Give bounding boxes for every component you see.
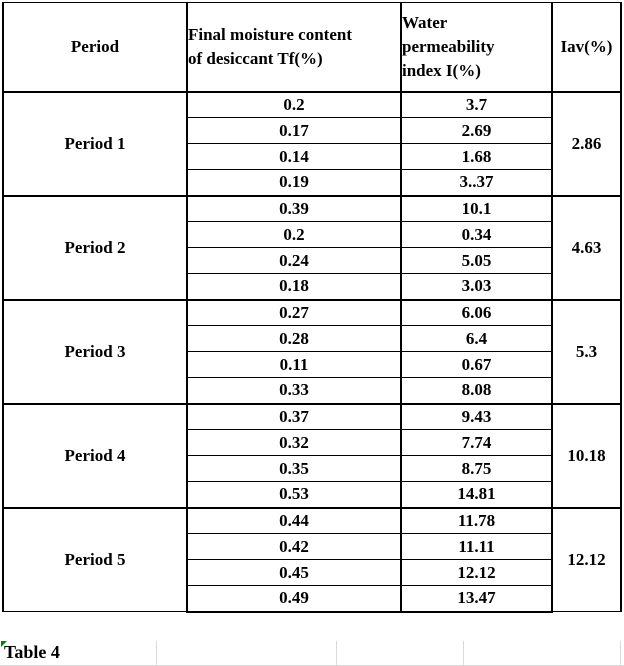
period-cell: Period 4	[2, 402, 188, 508]
tf-value-cell: 0.14	[186, 143, 402, 170]
i-value-cell: 2.69	[400, 117, 553, 144]
header-final-moisture: Final moisture content of desiccant Tf(%…	[186, 2, 402, 92]
iav-cell: 5.3	[551, 298, 622, 404]
header-water-permeability-line2: permeability	[402, 36, 495, 56]
caption-strip: Table 4	[0, 641, 624, 666]
header-final-moisture-line1: Final moisture content	[188, 24, 353, 44]
table-row: 0.28 6.4	[3, 325, 621, 352]
tf-value-cell: 0.37	[186, 402, 402, 430]
table-row: Period 2 0.39 10.1 4.63	[2, 194, 622, 300]
tf-value-cell: 0.17	[186, 117, 402, 144]
table-row: Period 5 0.44 11.78 12.12	[2, 506, 622, 612]
table-row: Period 1 0.2 3.7 2.86	[2, 90, 622, 196]
table-caption: Table 4	[4, 642, 60, 662]
tf-value-cell: 0.18	[186, 273, 402, 300]
i-value-cell: 8.08	[400, 377, 553, 404]
i-value-cell: 11.11	[400, 533, 553, 560]
tf-value-cell: 0.24	[186, 247, 402, 274]
tf-value-cell: 0.11	[186, 351, 402, 378]
i-value-cell: 0.34	[400, 221, 553, 248]
period-cell: Period 5	[2, 506, 188, 612]
tf-value-cell: 0.27	[186, 298, 402, 326]
tf-value-cell: 0.39	[186, 194, 402, 222]
faint-gridline	[156, 641, 157, 665]
table-row: 0.11 0.67	[3, 351, 621, 378]
period-cell: Period 1	[2, 90, 188, 196]
i-value-cell: 12.12	[400, 559, 553, 586]
iav-cell: 4.63	[551, 194, 622, 300]
tf-value-cell: 0.2	[186, 90, 402, 118]
table-row: 0.32 7.74	[3, 429, 621, 456]
table-row: 0.49 13.47	[3, 585, 621, 613]
table-row: 0.35 8.75	[3, 455, 621, 482]
table-row: 0.17 2.69	[3, 117, 621, 144]
iav-cell: 12.12	[551, 506, 622, 612]
table-row: 0.18 3.03	[3, 273, 621, 300]
header-final-moisture-line2: of desiccant Tf(%)	[188, 48, 323, 68]
i-value-cell: 7.74	[400, 429, 553, 456]
cell-corner-marker-icon	[1, 641, 7, 647]
faint-gridline	[463, 641, 464, 665]
i-value-cell: 0.67	[400, 351, 553, 378]
table-row: 0.53 14.81	[3, 481, 621, 508]
faint-gridline	[336, 641, 337, 665]
tf-value-cell: 0.45	[186, 559, 402, 586]
table-row: Period 3 0.27 6.06 5.3	[2, 298, 622, 404]
period-cell: Period 3	[2, 298, 188, 404]
tf-value-cell: 0.49	[186, 585, 402, 613]
table-row: 0.2 0.34	[3, 221, 621, 248]
i-value-cell: 6.06	[400, 298, 553, 326]
i-value-cell: 9.43	[400, 402, 553, 430]
iav-cell: 2.86	[551, 90, 622, 196]
table-row: 0.24 5.05	[3, 247, 621, 274]
tf-value-cell: 0.2	[186, 221, 402, 248]
i-value-cell: 6.4	[400, 325, 553, 352]
tf-value-cell: 0.35	[186, 455, 402, 482]
i-value-cell: 5.05	[400, 247, 553, 274]
header-iav: Iav(%)	[551, 2, 622, 92]
tf-value-cell: 0.28	[186, 325, 402, 352]
period-cell: Period 2	[2, 194, 188, 300]
header-row: Period Final moisture content of desicca…	[2, 2, 622, 92]
i-value-cell: 13.47	[400, 585, 553, 613]
tf-value-cell: 0.19	[186, 169, 402, 196]
tf-value-cell: 0.33	[186, 377, 402, 404]
header-water-permeability: Water permeability index I(%)	[400, 2, 553, 92]
i-value-cell: 3.03	[400, 273, 553, 300]
i-value-cell: 3..37	[400, 169, 553, 196]
tf-value-cell: 0.44	[186, 506, 402, 534]
table-row: 0.19 3..37	[3, 169, 621, 196]
header-water-permeability-line3: index I(%)	[402, 60, 481, 80]
table-row: Period 4 0.37 9.43 10.18	[2, 402, 622, 508]
tf-value-cell: 0.42	[186, 533, 402, 560]
data-table: Period Final moisture content of desicca…	[2, 2, 622, 613]
i-value-cell: 8.75	[400, 455, 553, 482]
header-water-permeability-line1: Water	[402, 12, 448, 32]
i-value-cell: 14.81	[400, 481, 553, 508]
table-row: 0.42 11.11	[3, 533, 621, 560]
tf-value-cell: 0.53	[186, 481, 402, 508]
iav-cell: 10.18	[551, 402, 622, 508]
i-value-cell: 1.68	[400, 143, 553, 170]
header-period: Period	[2, 2, 188, 92]
i-value-cell: 10.1	[400, 194, 553, 222]
i-value-cell: 11.78	[400, 506, 553, 534]
tf-value-cell: 0.32	[186, 429, 402, 456]
i-value-cell: 3.7	[400, 90, 553, 118]
faint-gridline	[620, 641, 621, 665]
